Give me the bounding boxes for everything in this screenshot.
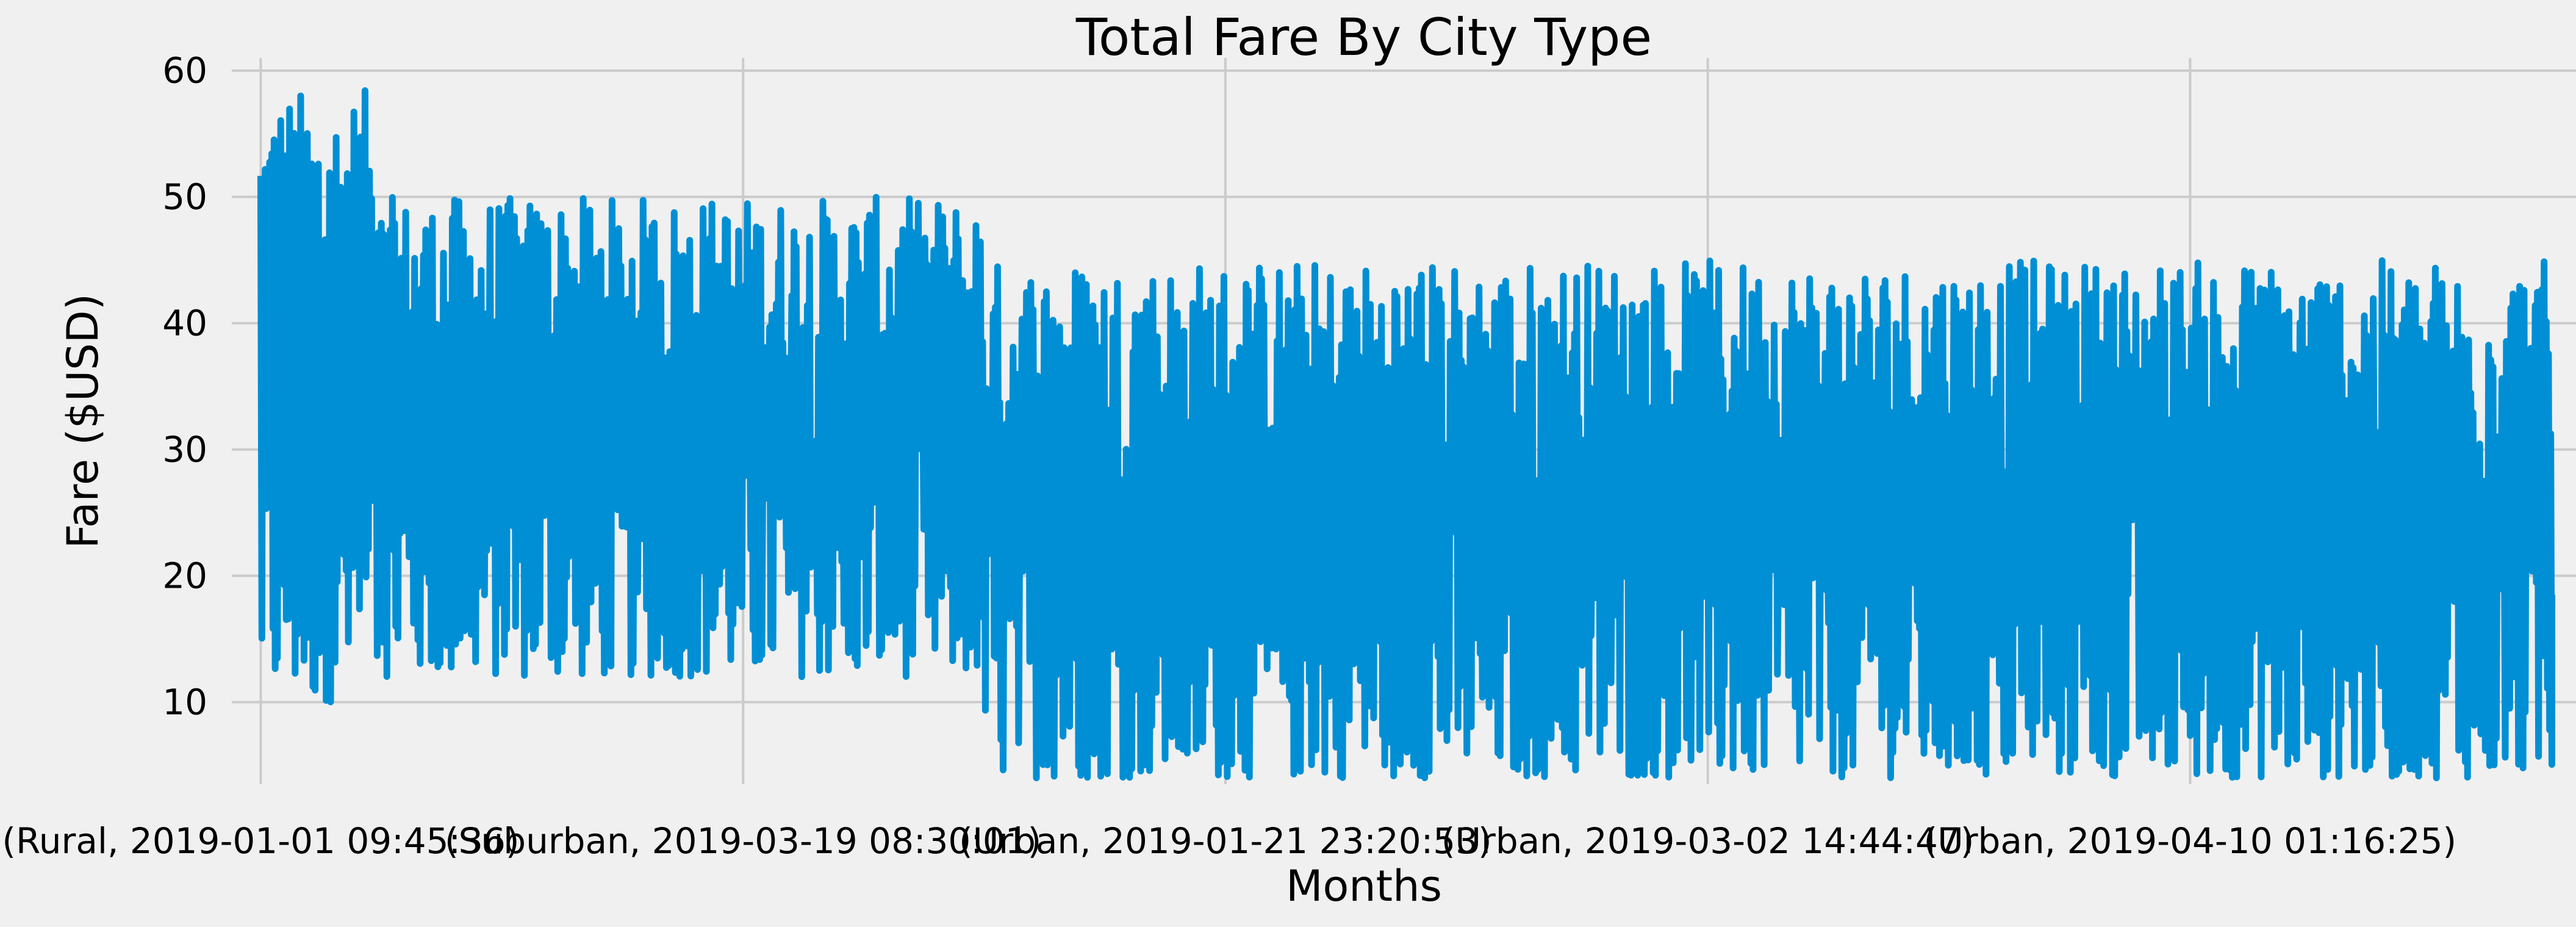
series-line — [257, 87, 2555, 782]
x-tick-label: (Urban, 2019-01-21 23:20:53) — [959, 820, 1492, 862]
y-tick-labels: 10 20 30 40 50 60 — [162, 50, 207, 723]
y-tick-label: 40 — [162, 303, 207, 344]
x-axis-label: Months — [1286, 861, 1442, 911]
x-tick-label: (Urban, 2019-04-10 01:16:25) — [1924, 820, 2457, 862]
y-tick-label: 50 — [162, 176, 207, 218]
chart-title: Total Fare By City Type — [1075, 7, 1652, 67]
y-tick-label: 20 — [162, 555, 207, 597]
x-tick-label: (Urban, 2019-03-02 14:44:47) — [1441, 820, 1975, 862]
y-tick-label: 10 — [162, 681, 207, 723]
x-tick-label: (Suburban, 2019-03-19 08:30:01) — [445, 820, 1041, 862]
y-tick-label: 60 — [162, 50, 207, 92]
y-axis-label: Fare ($USD) — [58, 294, 108, 549]
y-tick-label: 30 — [162, 429, 207, 471]
x-tick-label: (Rural, 2019-01-01 09:45:36) — [2, 820, 519, 862]
series-total-fare — [257, 87, 2555, 782]
x-tick-labels: (Rural, 2019-01-01 09:45:36)(Suburban, 2… — [2, 820, 2456, 862]
